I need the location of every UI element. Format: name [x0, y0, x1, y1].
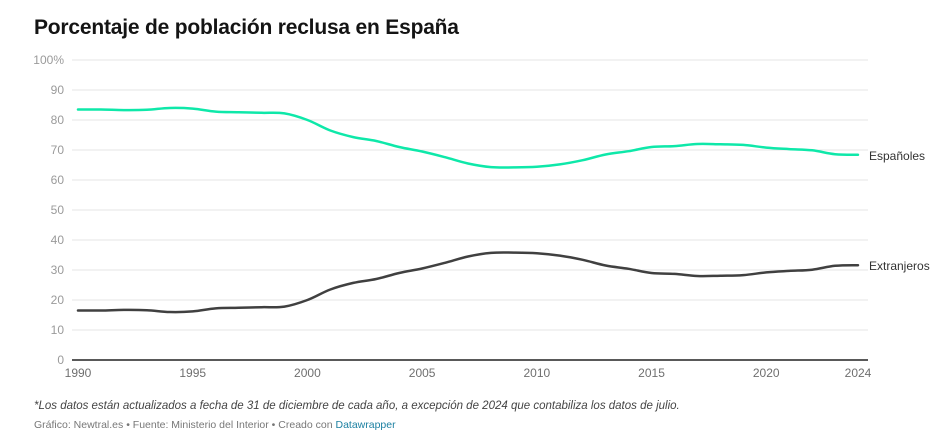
chart-notes: *Los datos están actualizados a fecha de…	[34, 400, 680, 412]
series-line-espanoles	[76, 106, 860, 169]
chart-title: Porcentaje de población reclusa en Españ…	[34, 16, 459, 39]
grid-lines	[72, 59, 868, 331]
series-lines	[76, 106, 860, 314]
y-tick-label: 40	[51, 233, 65, 247]
y-tick-label: 0	[57, 353, 64, 367]
datawrapper-link[interactable]: Datawrapper	[335, 419, 396, 431]
x-tick-label: 2000	[294, 366, 321, 380]
y-tick-label: 60	[51, 173, 65, 187]
series-label-espanoles: Españoles	[869, 149, 925, 163]
y-tick-label: 100%	[33, 53, 64, 67]
x-tick-label: 1990	[65, 366, 92, 380]
y-tick-label: 50	[51, 203, 65, 217]
y-tick-label: 70	[51, 143, 65, 157]
x-tick-label: 2015	[638, 366, 665, 380]
series-labels: Españoles Extranjeros	[869, 149, 930, 273]
y-axis-ticks: 0 10 20 30 40 50 60 70 80 90 100%	[33, 53, 64, 367]
y-tick-label: 20	[51, 293, 65, 307]
series-line-extranjeros	[76, 251, 860, 314]
x-tick-label: 1995	[179, 366, 206, 380]
chart-byline: Gráfico: Newtral.es • Fuente: Ministerio…	[34, 419, 396, 431]
series-label-extranjeros: Extranjeros	[869, 259, 930, 273]
y-tick-label: 80	[51, 113, 65, 127]
x-tick-label: 2005	[409, 366, 436, 380]
x-tick-label: 2010	[523, 366, 550, 380]
x-axis-ticks: 1990 1995 2000 2005 2010 2015 2020 2024	[65, 366, 872, 380]
y-tick-label: 90	[51, 83, 65, 97]
y-tick-label: 10	[51, 323, 65, 337]
x-tick-label: 2020	[753, 366, 780, 380]
x-tick-label: 2024	[845, 366, 872, 380]
y-tick-label: 30	[51, 263, 65, 277]
byline-text: Gráfico: Newtral.es • Fuente: Ministerio…	[34, 419, 336, 431]
